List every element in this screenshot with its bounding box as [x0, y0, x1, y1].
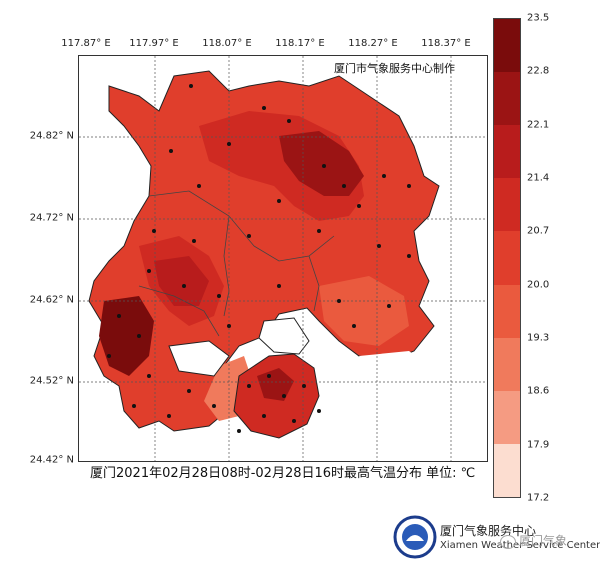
- colorbar: [493, 18, 521, 498]
- colorbar-seg-9: [494, 443, 520, 497]
- map-credit: 厦门市气象服务中心制作: [334, 62, 455, 75]
- wechat-icon: [500, 534, 516, 549]
- zone-23-north: [279, 131, 364, 196]
- lon-tick-2: 117.97° E: [129, 38, 179, 49]
- weather-center-logo: [393, 515, 437, 559]
- colorbar-seg-6: [494, 284, 520, 338]
- map-canvas: [79, 56, 487, 461]
- colorbar-seg-1: [494, 19, 520, 73]
- lat-tick-2: 24.72° N: [29, 212, 74, 224]
- lat-tick-4: 24.52° N: [29, 375, 74, 387]
- zone-23-southwest: [99, 296, 154, 376]
- colorbar-seg-4: [494, 178, 520, 232]
- temperature-map: [78, 55, 488, 462]
- colorbar-seg-3: [494, 125, 520, 179]
- wechat-account: 厦门气象: [500, 532, 567, 549]
- colorbar-label-5: 20.7: [527, 225, 550, 237]
- colorbar-label-6: 20.0: [527, 279, 550, 291]
- lon-tick-1: 117.87° E: [61, 38, 111, 49]
- colorbar-label-7: 19.3: [527, 332, 550, 344]
- colorbar-label-4: 21.4: [527, 172, 550, 184]
- lon-tick-4: 118.17° E: [275, 38, 325, 49]
- colorbar-seg-5: [494, 231, 520, 285]
- map-caption: 厦门2021年02月28日08时-02月28日16时最高气温分布 单位: ℃: [90, 466, 476, 481]
- lat-tick-5: 24.42° N: [29, 454, 74, 466]
- district-boundaries: [138, 190, 335, 337]
- lat-tick-1: 24.82° N: [29, 130, 74, 142]
- org-name-en: Xiamen Weather Service Center: [440, 540, 600, 551]
- colorbar-label-3: 22.1: [527, 119, 550, 131]
- grid-lines: [79, 56, 487, 461]
- lon-tick-5: 118.27° E: [348, 38, 398, 49]
- sea-harbour: [258, 317, 310, 355]
- org-name-cn: 厦门气象服务中心: [440, 524, 537, 538]
- colorbar-label-10: 17.2: [527, 492, 550, 504]
- island-core: [257, 368, 294, 401]
- colorbar-label-9: 17.9: [527, 439, 550, 451]
- colorbar-label-1: 23.5: [527, 12, 550, 24]
- lon-tick-6: 118.37° E: [421, 38, 471, 49]
- station-markers: [107, 84, 411, 433]
- sea-west-bay: [168, 340, 230, 377]
- lat-tick-3: 24.62° N: [29, 294, 74, 306]
- zone-cool-east: [319, 276, 409, 346]
- wechat-account-name: 厦门气象: [519, 534, 568, 548]
- colorbar-seg-7: [494, 337, 520, 391]
- zone-23-west: [154, 256, 209, 306]
- colorbar-label-8: 18.6: [527, 385, 550, 397]
- colorbar-label-2: 22.8: [527, 65, 550, 77]
- colorbar-seg-8: [494, 390, 520, 444]
- lon-tick-3: 118.07° E: [202, 38, 252, 49]
- colorbar-seg-2: [494, 72, 520, 126]
- sea-east: [359, 351, 429, 386]
